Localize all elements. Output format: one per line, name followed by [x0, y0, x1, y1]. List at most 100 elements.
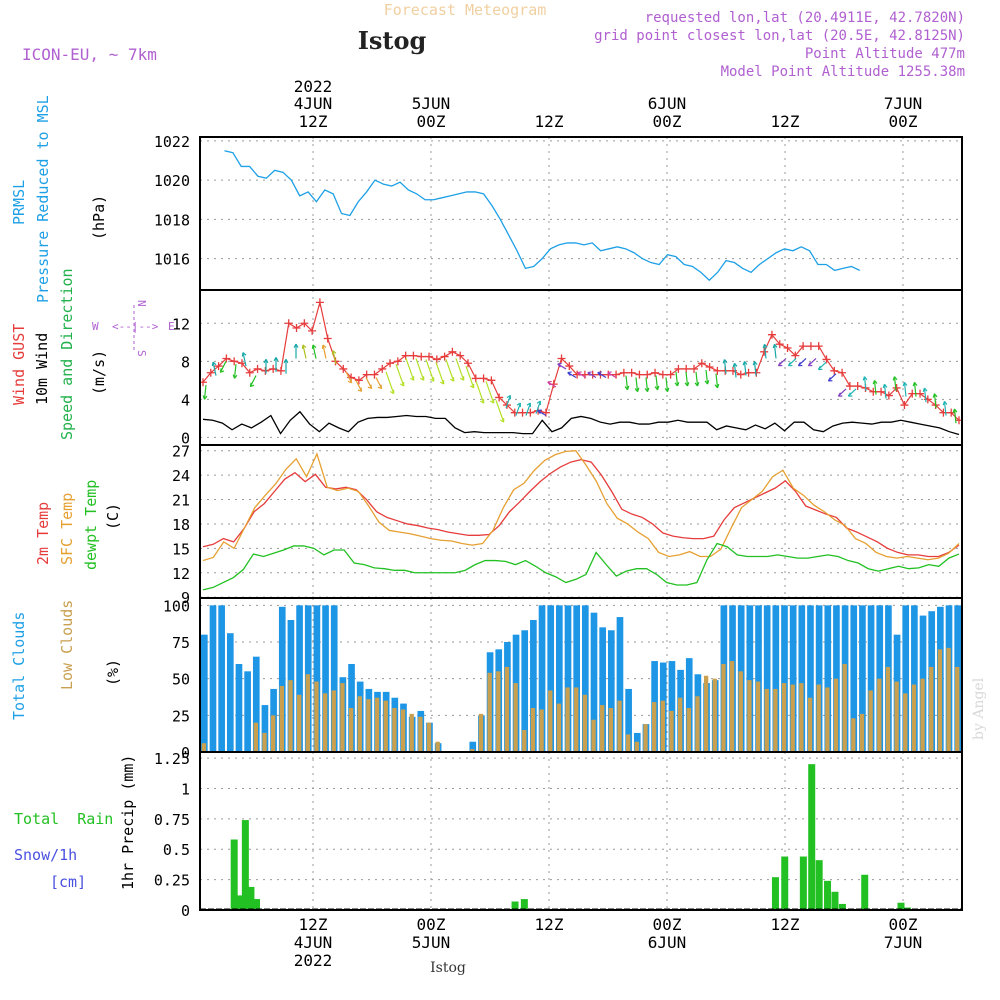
gust-point	[456, 351, 465, 360]
gust-point	[308, 326, 317, 335]
bar-precip	[230, 839, 238, 910]
compass-icon: W <--|--> E N S	[92, 300, 175, 357]
bar-total-clouds	[235, 664, 243, 752]
wind-direction-arrow	[773, 344, 777, 359]
bar-low-clouds	[366, 699, 371, 752]
y-tick-label: 15	[172, 540, 190, 558]
bar-low-clouds	[392, 708, 397, 752]
wind-arrow-head	[506, 394, 511, 400]
bar-total-clouds	[815, 605, 823, 752]
bar-precip	[771, 877, 779, 910]
gust-point	[705, 363, 714, 372]
bar-precip	[241, 820, 249, 910]
wind-arrow-head	[357, 387, 363, 392]
bar-low-clouds	[712, 678, 717, 752]
wind-arrow-head	[862, 376, 868, 381]
gust-point	[417, 352, 426, 361]
wind-arrow-head	[211, 361, 217, 367]
gust-point	[378, 364, 387, 373]
y-tick-label: 27	[172, 443, 190, 461]
gust-point	[245, 368, 254, 377]
gust-point	[393, 357, 402, 366]
wind-arrow-head	[202, 395, 208, 400]
wind-arrow-head	[547, 380, 552, 386]
wind-arrow-head	[624, 385, 630, 391]
label-snow-1h: Snow/1h	[14, 846, 77, 864]
grid-point-coords: grid point closest lon,lat (20.5E, 42.81…	[594, 28, 965, 44]
bar-total-clouds	[772, 605, 780, 752]
panel-frame	[199, 289, 963, 446]
gust-point	[635, 370, 644, 379]
compass-s: S	[135, 350, 148, 357]
gust-point	[760, 347, 769, 356]
y-tick-label: 75	[172, 634, 190, 652]
y-tick-label: 8	[181, 353, 190, 371]
bar-low-clouds	[790, 684, 795, 752]
label-precip-mm: 1hr Precip (mm)	[119, 755, 137, 890]
wind-arrow-head	[787, 361, 793, 367]
bar-total-clouds	[330, 605, 338, 752]
bar-low-clouds	[600, 705, 605, 752]
bar-precip	[838, 903, 846, 910]
top-hour-label: 00Z	[417, 112, 446, 131]
bar-total-clouds	[746, 605, 754, 752]
bar-precip	[237, 895, 245, 910]
wind-direction-arrow	[645, 377, 649, 392]
wind-arrow-head	[827, 377, 833, 382]
wind-arrow-head	[399, 381, 405, 387]
bar-total-clouds	[668, 661, 676, 752]
wind-direction-arrow	[695, 371, 699, 387]
bar-low-clouds	[747, 680, 752, 752]
bar-total-clouds	[685, 658, 693, 752]
wind-arrow-head	[752, 361, 758, 366]
wind-direction-arrow	[332, 350, 337, 365]
gust-point	[736, 370, 745, 379]
wind-direction-arrow	[705, 369, 709, 385]
wind-direction-arrow	[913, 382, 917, 397]
y-tick-label: 12	[172, 565, 190, 583]
wind-direction-arrow	[723, 359, 727, 374]
bar-total-clouds	[530, 620, 537, 752]
bar-precip	[799, 856, 807, 910]
wind-arrow-head	[293, 343, 299, 348]
bar-low-clouds	[677, 697, 683, 752]
bar-total-clouds	[469, 741, 477, 752]
bar-low-clouds	[296, 694, 302, 752]
label-dewpt-temp: dewpt Temp	[82, 480, 100, 570]
y-tick-label: 25	[172, 707, 190, 725]
bar-total-clouds	[824, 605, 832, 752]
wind-arrow-head	[732, 362, 738, 368]
bar-precip	[824, 880, 832, 910]
label-prmsl: PRMSL	[10, 180, 28, 225]
bar-precip	[861, 874, 869, 910]
panel-frame	[199, 751, 963, 911]
series-temp-line-0	[202, 458, 960, 558]
bar-low-clouds	[522, 730, 527, 752]
bar-total-clouds	[538, 605, 546, 752]
wind-arrow-head	[526, 402, 531, 408]
wind-arrow-head	[847, 392, 853, 397]
bar-total-clouds	[599, 627, 606, 752]
gust-point	[666, 370, 675, 379]
bar-low-clouds	[305, 674, 310, 752]
bar-low-clouds	[686, 708, 691, 752]
wind-direction-arrow	[873, 380, 877, 395]
wind-direction-arrow	[445, 359, 455, 382]
bar-low-clouds	[807, 697, 813, 752]
gust-point	[565, 362, 574, 371]
gust-point	[261, 366, 270, 375]
gust-point	[799, 342, 808, 351]
gust-point	[323, 334, 332, 343]
wind-direction-arrow	[505, 395, 511, 409]
gust-point	[230, 357, 239, 366]
wind-direction-arrow	[923, 387, 927, 403]
label-snow-cm: [cm]	[50, 873, 86, 891]
y-tick-label: 0	[181, 429, 190, 447]
bar-low-clouds	[565, 687, 570, 752]
label-percent: (%)	[104, 659, 122, 686]
bar-total-clouds	[867, 605, 875, 752]
wind-direction-arrow	[655, 375, 659, 390]
wind-arrow-head	[714, 383, 720, 389]
y-tick-label: 24	[172, 467, 190, 485]
wind-arrow-head	[777, 361, 783, 367]
